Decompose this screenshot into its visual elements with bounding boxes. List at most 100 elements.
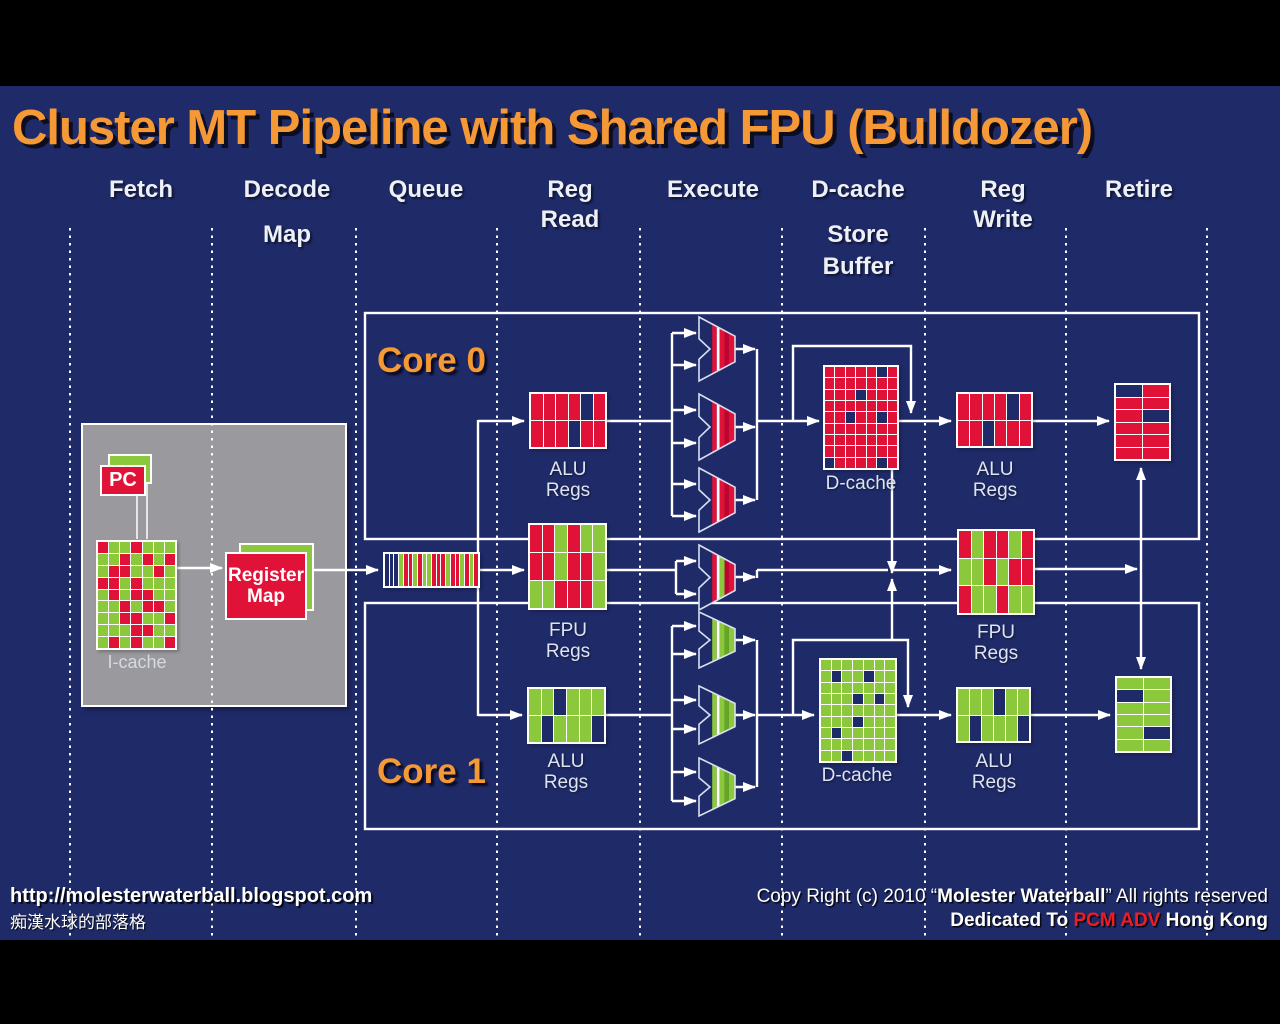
grid-cell: [970, 689, 981, 715]
grid-cell: [131, 589, 142, 601]
grid-cell: [98, 613, 109, 625]
grid-cell: [385, 554, 389, 586]
grid-cell: [982, 420, 994, 446]
grid-cell: [1009, 586, 1021, 613]
grid-cell: [142, 577, 153, 589]
grid-cell: [474, 554, 478, 586]
grid-cell: [109, 613, 120, 625]
grid-cell: [996, 531, 1008, 558]
grid-cell: [530, 525, 542, 552]
grid-cell: [982, 394, 994, 420]
core0-alu-regs-write-grid: [956, 392, 1033, 448]
grid-cell: [821, 693, 831, 705]
grid-cell: [958, 715, 969, 741]
grid-cell: [842, 682, 853, 693]
register-map-label-line1: Register: [227, 565, 305, 586]
grid-cell: [1116, 435, 1142, 447]
grid-cell: [1021, 558, 1033, 586]
grid-cell: [958, 394, 970, 420]
grid-cell: [842, 693, 853, 705]
grid-cell: [877, 457, 887, 468]
grid-cell: [845, 378, 856, 389]
grid-cell: [874, 727, 885, 739]
blog-url-link[interactable]: http://molesterwaterball.blogspot.com: [10, 885, 373, 907]
grid-cell: [131, 542, 142, 553]
grid-cell: [432, 554, 436, 586]
grid-cell: [153, 542, 164, 553]
grid-cell: [1117, 727, 1143, 739]
grid-cell: [531, 394, 543, 420]
grid-cell: [885, 693, 895, 705]
grid-cell: [120, 553, 131, 565]
grid-cell: [109, 625, 120, 637]
grid-cell: [835, 457, 845, 468]
column-header-execute: Execute: [666, 176, 760, 203]
grid-cell: [568, 581, 580, 608]
grid-cell: [825, 400, 835, 412]
column-header-retire: Retire: [1104, 176, 1174, 203]
grid-cell: [1116, 385, 1142, 397]
grid-cell: [874, 671, 885, 682]
grid-cell: [120, 601, 131, 613]
grid-cell: [863, 671, 874, 682]
grid-cell: [831, 716, 842, 727]
grid-cell: [835, 446, 845, 457]
grid-cell: [958, 689, 969, 715]
grid-cell: [417, 554, 422, 586]
grid-cell: [959, 531, 971, 558]
grid-cell: [831, 682, 842, 693]
column-header-decode: Decode: [243, 176, 331, 203]
grid-cell: [164, 625, 175, 637]
grid-cell: [531, 421, 543, 447]
grid-cell: [825, 412, 835, 423]
grid-cell: [877, 389, 887, 400]
shared-fpu-regs-write-label: FPU Regs: [973, 622, 1019, 664]
grid-cell: [1144, 678, 1170, 690]
grid-cell: [874, 750, 885, 761]
grid-cell: [581, 421, 593, 447]
grid-cell: [529, 689, 541, 715]
register-map-box: Register Map: [225, 552, 307, 620]
core1-alu-regs-write-grid: [956, 687, 1031, 743]
grid-cell: [436, 554, 441, 586]
grid-cell: [853, 693, 863, 705]
grid-cell: [98, 542, 109, 553]
grid-cell: [831, 671, 842, 682]
grid-cell: [389, 554, 394, 586]
grid-cell: [164, 553, 175, 565]
grid-cell: [1143, 435, 1169, 447]
grid-cell: [856, 423, 866, 434]
grid-cell: [394, 554, 399, 586]
grid-cell: [835, 412, 845, 423]
grid-cell: [580, 525, 593, 552]
grid-cell: [109, 589, 120, 601]
grid-cell: [821, 716, 831, 727]
grid-cell: [541, 689, 554, 715]
grid-cell: [825, 378, 835, 389]
grid-cell: [984, 558, 996, 586]
grid-cell: [982, 715, 993, 741]
grid-cell: [971, 586, 983, 613]
grid-cell: [825, 446, 835, 457]
grid-cell: [863, 750, 874, 761]
grid-cell: [1009, 558, 1021, 586]
column-header-reg-write-line2: Write: [973, 206, 1033, 233]
alu-unit: [698, 392, 736, 462]
column-header-reg-write: Reg: [980, 176, 1026, 203]
grid-cell: [469, 554, 474, 586]
column-subheader-buffer: Buffer: [822, 253, 894, 280]
grid-cell: [142, 637, 153, 648]
core-boxes: [363, 311, 1201, 831]
column-header-reg-read-line2: Read: [540, 206, 600, 233]
grid-cell: [845, 446, 856, 457]
grid-cell: [877, 378, 887, 389]
grid-cell: [98, 553, 109, 565]
grid-cell: [1019, 420, 1031, 446]
grid-cell: [831, 739, 842, 750]
grid-cell: [98, 565, 109, 577]
grid-cell: [821, 682, 831, 693]
grid-cell: [568, 525, 580, 552]
grid-cell: [835, 434, 845, 446]
grid-cell: [142, 553, 153, 565]
